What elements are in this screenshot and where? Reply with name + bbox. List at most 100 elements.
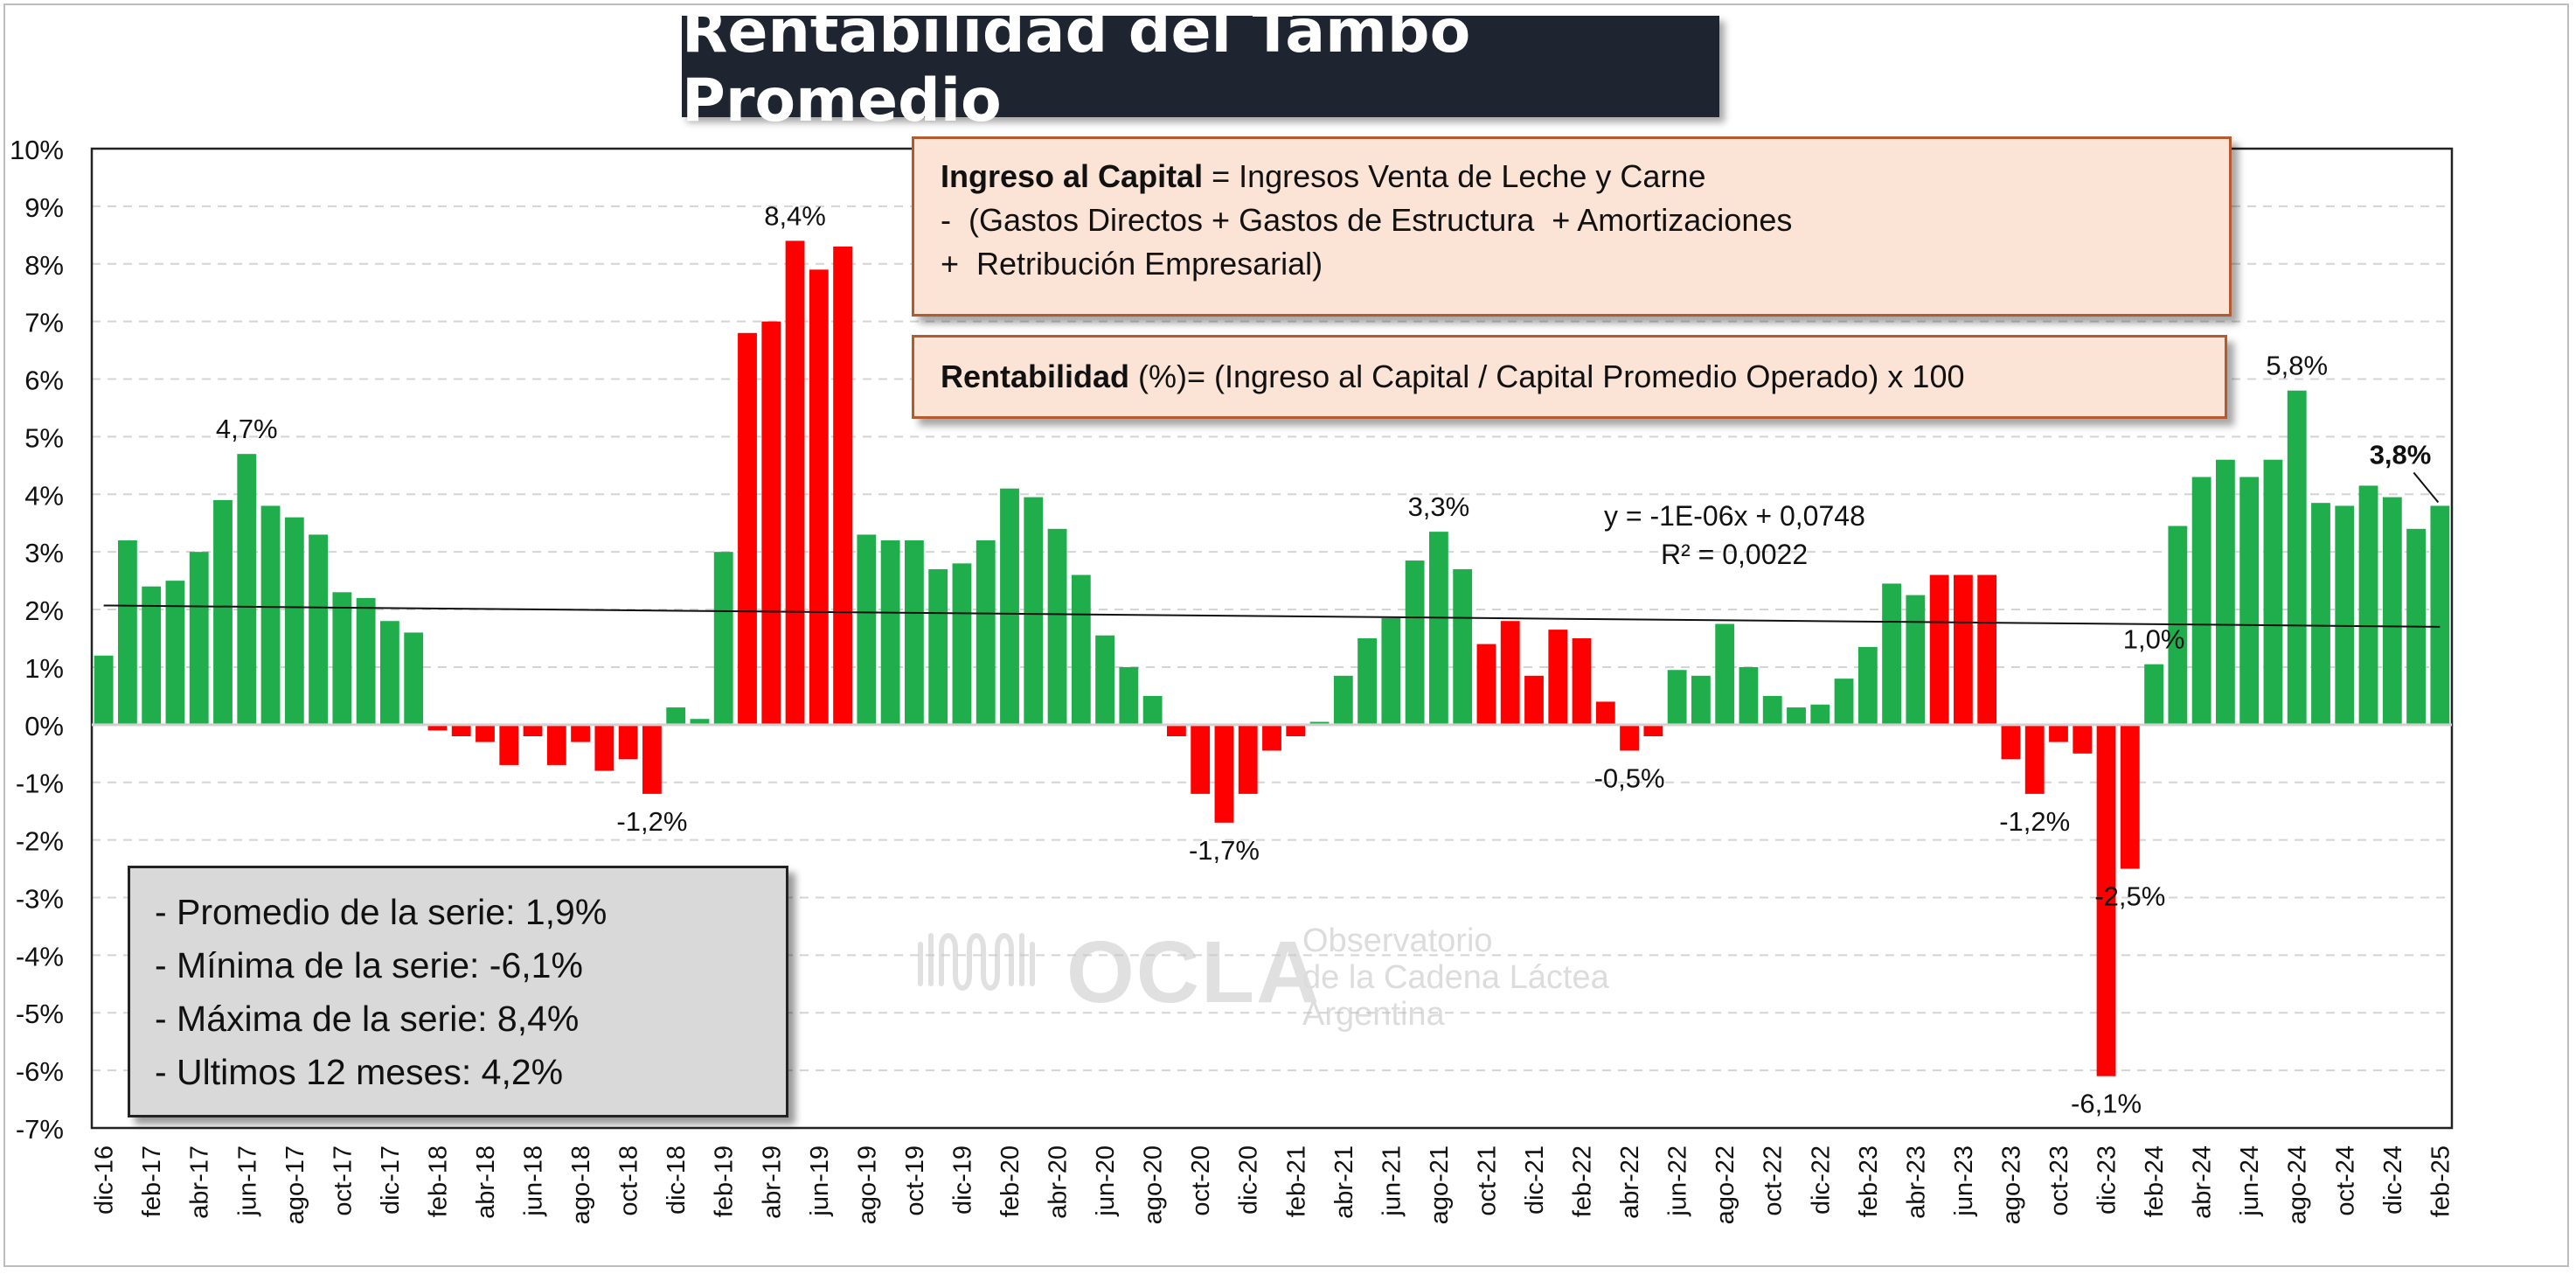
bar [2168, 526, 2188, 725]
x-tick-label: abr-17 [186, 1145, 214, 1219]
bar [2263, 459, 2283, 725]
bar [1453, 568, 1473, 725]
bar [618, 724, 638, 760]
bar [1715, 623, 1735, 725]
data-label: 4,7% [216, 414, 278, 444]
trend-equation: y = -1E-06x + 0,0748 [1604, 500, 1865, 532]
x-tick-label: dic-21 [1521, 1145, 1549, 1215]
data-label: 3,8% [2370, 439, 2432, 470]
y-tick-label: -2% [16, 826, 64, 857]
bar [666, 707, 686, 725]
bar [1119, 666, 1139, 725]
bar [952, 563, 972, 725]
bar [928, 568, 948, 725]
x-tick-label: jun-21 [1378, 1145, 1406, 1217]
x-tick-label: oct-19 [901, 1145, 929, 1216]
trendline-equation: y = -1E-06x + 0,0748 R² = 0,0022 [1604, 497, 1865, 574]
income-formula-line-3: + Retribución Empresarial) [941, 246, 1323, 282]
bar [2191, 477, 2211, 725]
stat-minimum: - Mínima de la serie: -6,1% [155, 945, 583, 985]
bar [1309, 721, 1330, 725]
y-tick-label: -3% [16, 883, 64, 914]
data-label: 1,0% [2123, 624, 2185, 655]
bar [1405, 560, 1425, 725]
bar [1095, 635, 1114, 725]
chart-frame [3, 3, 2569, 1267]
x-tick-label: feb-19 [711, 1145, 739, 1217]
bar [1691, 675, 1711, 725]
y-tick-label: 8% [24, 250, 64, 281]
ocla-watermark: OCLA Observatorio de la Cadena Láctea Ar… [913, 922, 1630, 1036]
y-tick-label: 10% [10, 135, 64, 165]
data-label: 3,3% [1408, 491, 1470, 522]
x-tick-label: feb-24 [2141, 1145, 2169, 1217]
x-tick-label: feb-23 [1855, 1145, 1883, 1217]
bar [356, 597, 376, 725]
data-label: -1,2% [1999, 806, 2070, 837]
income-formula-box: Ingreso al Capital = Ingresos Venta de L… [912, 136, 2232, 317]
bar [1286, 724, 1306, 736]
y-tick-label: -4% [16, 941, 64, 971]
bar [332, 592, 352, 725]
bar [284, 517, 304, 725]
bar [2382, 497, 2402, 725]
chart-title: Rentabilidad del Tambo Promedio [682, 0, 1719, 136]
bar [1333, 675, 1353, 725]
x-tick-label: feb-18 [424, 1145, 452, 1217]
x-tick-label: abr-24 [2189, 1145, 2217, 1219]
x-tick-label: oct-21 [1473, 1145, 1501, 1216]
series-stats-box: - Promedio de la serie: 1,9% - Mínima de… [128, 866, 788, 1117]
bar [1262, 724, 1281, 751]
x-tick-label: oct-22 [1760, 1145, 1788, 1216]
bar [1643, 724, 1663, 736]
bar [260, 505, 281, 725]
y-tick-label: 1% [24, 653, 64, 684]
x-tick-label: dic-16 [91, 1145, 119, 1215]
bar [2216, 459, 2235, 725]
bar [2120, 724, 2140, 869]
bar [1238, 724, 1258, 794]
bar [213, 499, 233, 725]
bar [1548, 630, 1568, 725]
bar [2311, 503, 2330, 725]
bar [427, 724, 448, 731]
bar [833, 247, 852, 725]
y-tick-label: -5% [16, 999, 64, 1029]
data-label: 8,4% [764, 200, 826, 231]
bar [2096, 724, 2116, 1076]
bar [165, 581, 185, 725]
y-tick-label: 0% [24, 711, 64, 741]
return-formula-definition: (%)= (Ingreso al Capital / Capital Prome… [1129, 359, 1965, 394]
y-tick-label: 5% [24, 422, 64, 453]
bar [809, 269, 829, 725]
y-tick-label: 4% [24, 480, 64, 511]
bar [976, 540, 996, 725]
y-tick-label: 9% [24, 192, 64, 223]
x-tick-label: abr-22 [1616, 1145, 1644, 1219]
bar [1762, 695, 1782, 725]
bar [118, 540, 137, 725]
data-label-leader [2413, 471, 2440, 504]
bar [1142, 695, 1163, 725]
bar [1595, 701, 1615, 725]
y-tick-label: -7% [16, 1114, 64, 1145]
bar [1524, 675, 1544, 725]
x-tick-label: ago-22 [1712, 1145, 1739, 1224]
data-label: -1,2% [616, 806, 687, 837]
axes: 10% 9% 8% 7% 6% 5% 4% 3% 2% 1% 0% -1% -2% -3% -4% -5% -6… [10, 135, 2454, 1224]
trendline-line [103, 604, 2441, 628]
bar [1000, 488, 1019, 725]
x-tick-label: abr-23 [1902, 1145, 1930, 1219]
income-formula-line-2: - (Gastos Directos + Gastos de Estructur… [941, 202, 1793, 238]
bar [2024, 724, 2045, 794]
bar [785, 240, 805, 725]
bar [476, 724, 495, 742]
y-tick-label: -1% [16, 769, 64, 799]
bar [1047, 528, 1067, 725]
bar [1476, 644, 1496, 725]
bar [2001, 724, 2021, 760]
bar [499, 724, 519, 765]
bar [1429, 532, 1448, 725]
bar [1882, 583, 1901, 725]
bar [2073, 724, 2093, 754]
